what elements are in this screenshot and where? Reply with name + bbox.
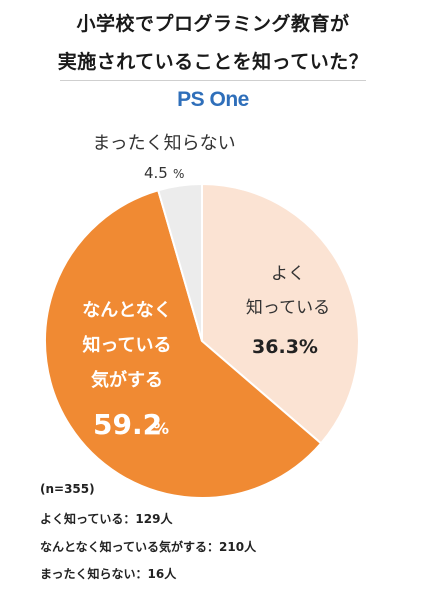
value-not-know-unit: % xyxy=(173,167,184,181)
label-know-well-line1: よく xyxy=(271,264,305,284)
slice-not-know xyxy=(156,182,203,342)
note-line-somewhat-know: なんとなく知っている気がする：210人 xyxy=(40,540,257,554)
note-line-know-well: よく知っている：129人 xyxy=(40,512,173,526)
title-line-1: 小学校でプログラミング教育が xyxy=(76,13,350,35)
value-not-know: 4.5 xyxy=(144,164,168,182)
value-somewhat-know: 59.2 xyxy=(93,408,162,441)
label-somewhat-know-line1: なんとなく xyxy=(82,300,171,321)
brand-logo: PS One xyxy=(177,88,249,111)
title-line-2: 実施されていることを知っていた？ xyxy=(57,51,369,73)
note-line-not-know: まったく知らない：16人 xyxy=(40,567,177,581)
title-divider xyxy=(60,80,366,81)
sample-size-note: (n=355) xyxy=(40,482,95,496)
slice-know-well xyxy=(201,182,360,445)
label-somewhat-know-line3: 気がする xyxy=(91,369,163,391)
label-not-know: まったく知らない xyxy=(92,133,235,154)
label-know-well-line2: 知っている xyxy=(246,298,330,318)
label-somewhat-know-line2: 知っている xyxy=(82,334,171,356)
value-know-well: 36.3% xyxy=(252,336,318,358)
slice-somewhat-know xyxy=(44,188,323,499)
value-somewhat-know-unit: % xyxy=(153,419,169,438)
